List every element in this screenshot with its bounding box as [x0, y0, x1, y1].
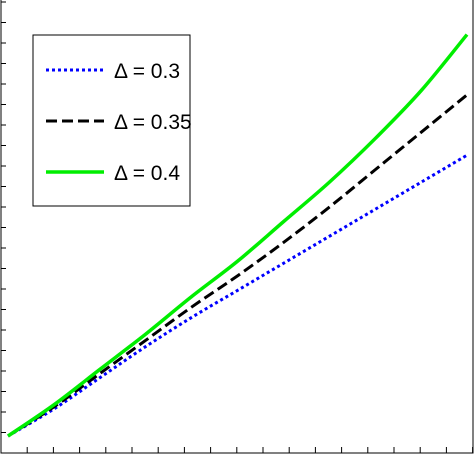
legend: Δ = 0.3 Δ = 0.35 Δ = 0.4 — [32, 34, 192, 207]
legend-label-2: Δ = 0.35 — [114, 111, 192, 134]
series-lines — [7, 33, 469, 438]
legend-label-3: Δ = 0.4 — [114, 162, 180, 185]
legend-label-1: Δ = 0.3 — [114, 60, 180, 83]
legend-box — [32, 34, 191, 207]
series-line-3 — [7, 33, 469, 438]
series-line-1 — [7, 153, 468, 438]
series-line-2 — [7, 93, 468, 438]
